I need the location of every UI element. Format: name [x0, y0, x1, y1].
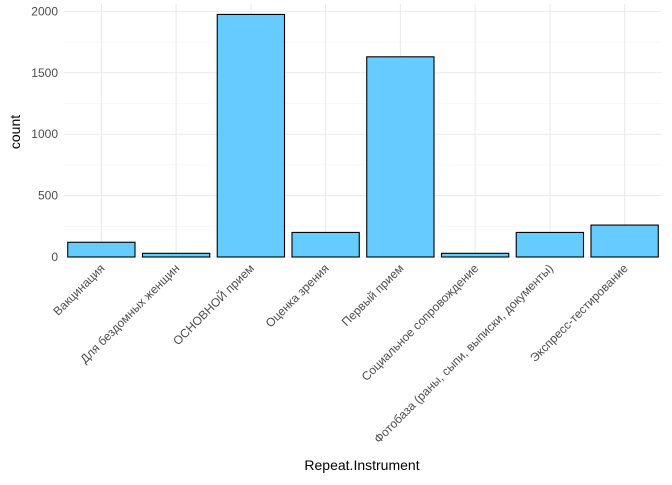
grid	[64, 4, 662, 258]
bar	[216, 13, 286, 258]
bar	[67, 241, 136, 258]
x-tick-label: Первый прием	[339, 261, 407, 329]
bars	[67, 13, 659, 258]
y-tick-label: 1500	[31, 66, 58, 80]
bar	[291, 231, 360, 258]
y-tick-label: 2000	[31, 4, 58, 18]
bar	[366, 56, 435, 258]
x-tick-label: Вакцинация	[50, 261, 107, 318]
bar	[440, 252, 510, 258]
y-axis-title: count	[7, 115, 23, 149]
y-tick-label: 0	[51, 250, 58, 264]
y-tick-label: 1000	[31, 127, 58, 141]
x-tick-label: Оценка зрения	[263, 261, 332, 330]
y-axis-ticks: 0 500 1000 1500 2000	[31, 4, 58, 264]
y-tick-label: 500	[38, 189, 58, 203]
bar	[515, 231, 585, 258]
bar	[590, 224, 659, 258]
x-axis-title: Repeat.Instrument	[304, 457, 419, 473]
x-tick-label: ОСНОВНОЙ прием	[169, 261, 257, 349]
bar	[141, 252, 211, 258]
